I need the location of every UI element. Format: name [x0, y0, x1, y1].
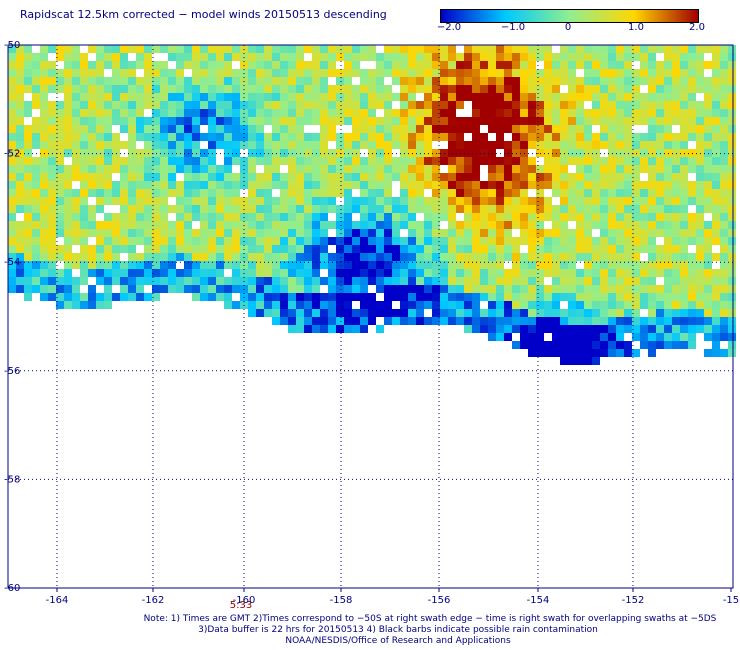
latitude-tick-label: -56: [4, 366, 20, 377]
longitude-tick-label: -158: [330, 595, 353, 606]
latitude-tick-label: -52: [4, 149, 20, 160]
longitude-tick-label: -164: [46, 595, 69, 606]
footnote-line-3: NOAA/NESDIS/Office of Research and Appli…: [285, 636, 511, 646]
latitude-tick-label: -50: [4, 40, 20, 51]
latitude-ticks: -50 -52 -54 -56 -58 -60: [4, 40, 20, 594]
longitude-tick-label: -160: [233, 595, 256, 606]
plot-frame: [7, 44, 734, 589]
footnote-line-2: 3)Data buffer is 22 hrs for 20150513 4) …: [198, 625, 598, 635]
latitude-tick-label: -58: [4, 474, 20, 485]
latitude-tick-label: -60: [4, 583, 20, 594]
scale-label-neg2: −2.0: [436, 22, 462, 33]
map-title: Rapidscat 12.5km corrected − model winds…: [20, 8, 387, 21]
longitude-tick-label: -162: [142, 595, 165, 606]
longitude-tick-label: -156: [428, 595, 451, 606]
latitude-tick-label: -54: [4, 257, 20, 268]
footnote: Note: 1) Times are GMT 2)Times correspon…: [0, 614, 740, 647]
scale-label-zero: 0: [564, 22, 572, 33]
color-scale-labels: −2.0 −1.0 0 1.0 2.0: [430, 22, 720, 36]
longitude-ticks: -164 -162 -160 -158 -156 -154 -152 -15: [46, 588, 739, 606]
longitude-tick-label: -154: [527, 595, 550, 606]
scale-label-pos1: 1.0: [628, 22, 644, 33]
lat-lon-grid: [8, 45, 733, 588]
longitude-tick-label: -152: [622, 595, 645, 606]
scale-label-pos2: 2.0: [689, 22, 705, 33]
scale-label-neg1: −1.0: [500, 22, 526, 33]
longitude-tick-label: -15: [723, 595, 739, 606]
color-scale-bar: [440, 9, 699, 23]
swath-time-label: 5:33: [230, 600, 252, 611]
footnote-line-1: Note: 1) Times are GMT 2)Times correspon…: [143, 614, 717, 624]
wind-difference-field: [8, 45, 736, 365]
